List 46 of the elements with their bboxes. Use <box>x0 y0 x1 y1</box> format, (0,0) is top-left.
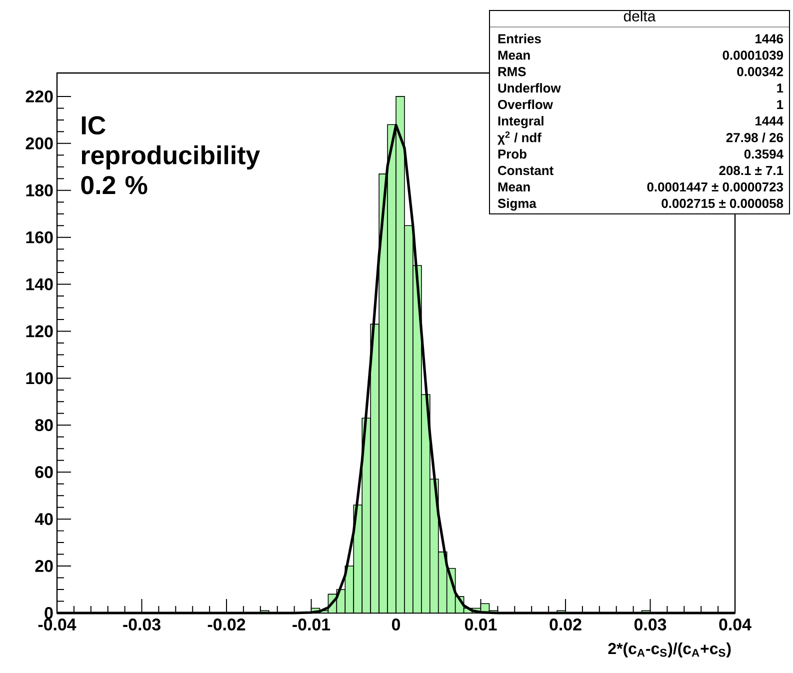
annotation: Constant <box>498 166 554 176</box>
text: 1 <box>777 100 784 109</box>
annotation: 0.0001447 ± 0.0000723 <box>647 182 783 192</box>
annotation: χ$^{2}$ / ndf <box>498 131 542 145</box>
x-tick-label: -0.02 <box>208 618 246 631</box>
x-tick-label: -0.03 <box>123 618 160 631</box>
text: 0.0001039 <box>722 50 784 60</box>
x-tick-label: -0.01 <box>292 618 330 631</box>
x-tick-label: -0.04 <box>38 618 76 631</box>
text: 1 <box>777 84 784 93</box>
x-tick-label: 0.04 <box>719 618 752 631</box>
y-tick-label: 200 <box>26 137 53 150</box>
y-tick-label: 80 <box>35 419 53 432</box>
text: 0.00342 <box>737 67 783 76</box>
x-tick-label: 0 <box>392 618 400 631</box>
y-tick-label: 20 <box>35 560 53 572</box>
y-tick-label: 220 <box>26 90 53 102</box>
y-tick-label: 40 <box>34 513 53 526</box>
text: 1446 <box>756 34 784 44</box>
text: 1444 <box>756 116 784 126</box>
text: 0.3594 <box>744 149 784 159</box>
y-tick-label: 0 <box>44 606 53 619</box>
y-tick-label: 140 <box>26 278 53 290</box>
x-tick-label: 0.01 <box>464 618 497 631</box>
annotation: 27.98 / 26 <box>726 132 784 142</box>
annotation: Mean <box>498 182 530 192</box>
annotation: Underflow <box>498 83 561 93</box>
y-tick-label: 160 <box>26 231 53 244</box>
text: 2*(c$_{A}$-c$_{S}$)/(c$_{A}$+c$_{S}$) <box>608 642 731 658</box>
annotation: IC reproducibility 0.2 % <box>81 116 260 194</box>
y-tick-label: 100 <box>26 372 53 384</box>
x-tick-label: 0.02 <box>550 618 582 631</box>
x-tick-label: 0.03 <box>634 618 666 631</box>
annotation: Integral <box>498 116 544 128</box>
text: delta <box>624 10 656 22</box>
text: Mean <box>498 50 530 60</box>
annotation: Prob <box>498 149 526 159</box>
y-tick-label: 180 <box>26 184 53 196</box>
annotation: 0.002715 ± 0.000058 <box>662 198 784 208</box>
y-tick-label: 60 <box>35 466 53 478</box>
annotation: Overflow <box>498 100 553 110</box>
text: Entries <box>498 34 541 44</box>
annotation: Sigma <box>498 198 536 211</box>
annotation: 208.1 ± 7.1 <box>719 166 784 176</box>
annotation: RMS <box>498 67 526 76</box>
y-tick-label: 120 <box>26 325 53 338</box>
